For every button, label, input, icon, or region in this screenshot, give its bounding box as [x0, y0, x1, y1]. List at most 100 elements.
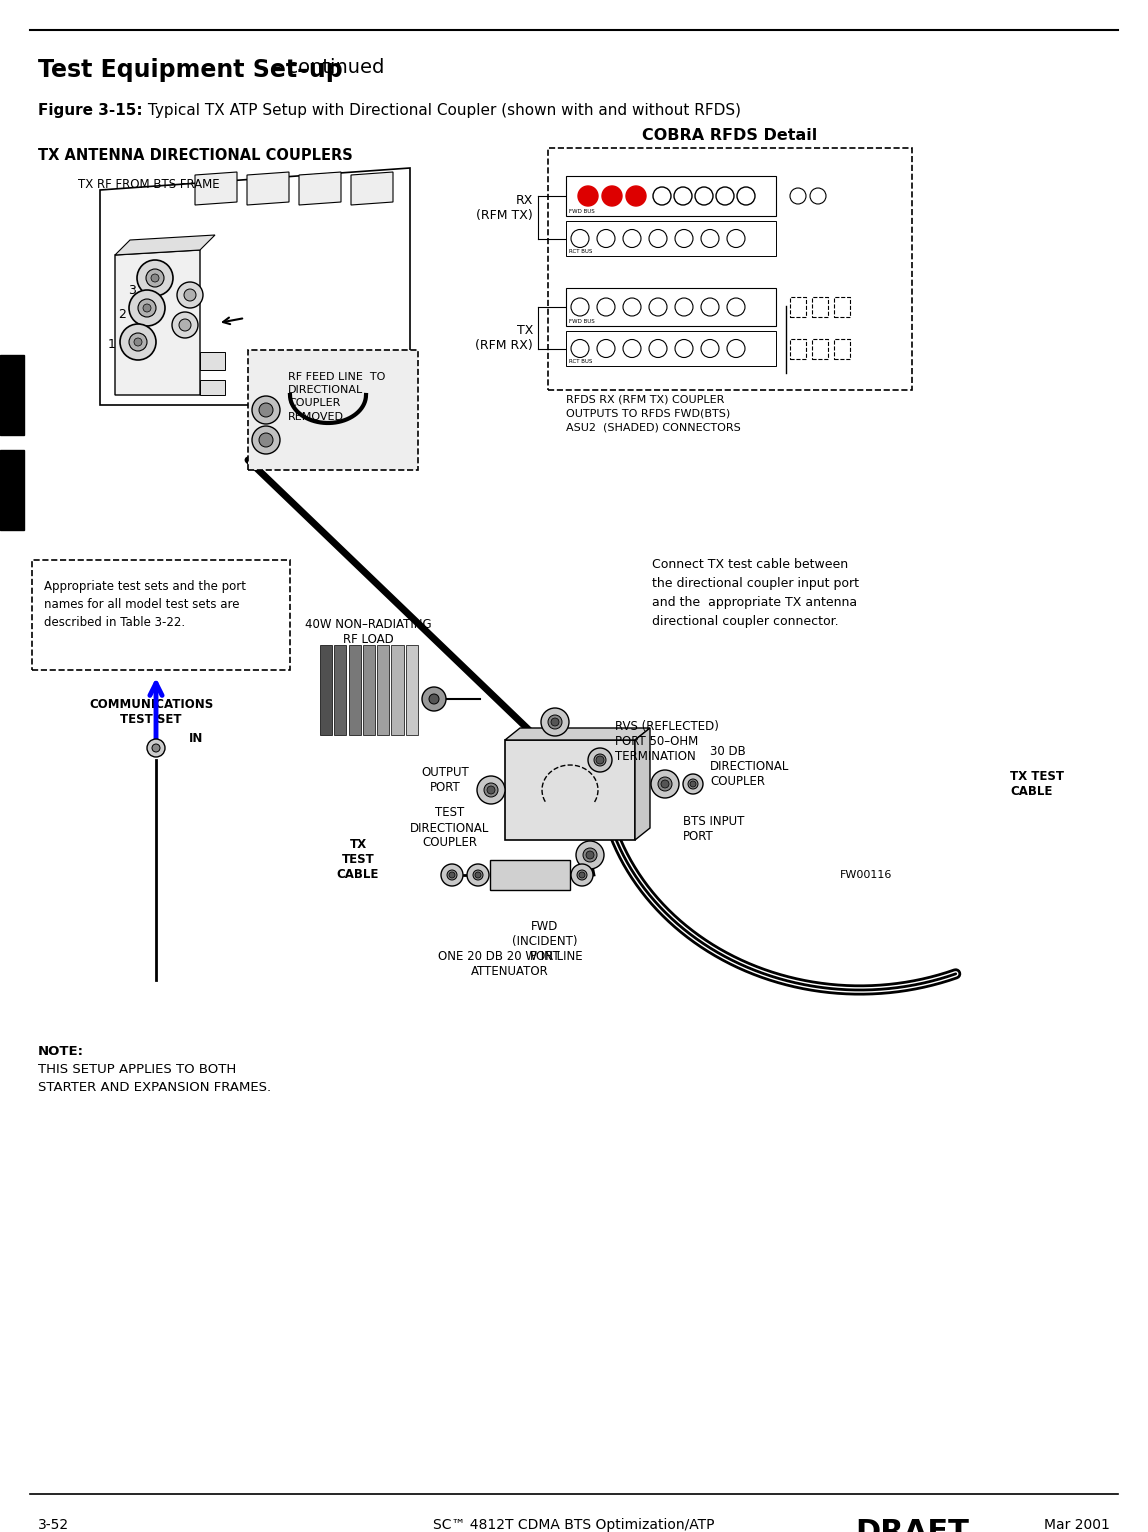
Circle shape: [487, 786, 495, 794]
Text: Figure 3-15:: Figure 3-15:: [38, 103, 142, 118]
Circle shape: [577, 185, 598, 205]
Text: – continued: – continued: [265, 58, 385, 77]
Bar: [566, 221, 776, 256]
Circle shape: [551, 719, 559, 726]
Circle shape: [579, 872, 585, 878]
Text: ONE 20 DB 20 W IN LINE
ATTENUATOR: ONE 20 DB 20 W IN LINE ATTENUATOR: [437, 950, 582, 977]
Circle shape: [441, 864, 463, 885]
Circle shape: [577, 870, 587, 879]
Text: TX TEST
CABLE: TX TEST CABLE: [1010, 771, 1064, 798]
Text: DRAFT: DRAFT: [855, 1518, 969, 1532]
Text: TX
TEST
CABLE: TX TEST CABLE: [336, 838, 379, 881]
Circle shape: [253, 395, 280, 424]
Circle shape: [690, 781, 696, 787]
Bar: [405, 645, 418, 735]
Text: Appropriate test sets and the port
names for all model test sets are
described i: Appropriate test sets and the port names…: [44, 581, 246, 630]
Text: COMMUNICATIONS
TEST SET: COMMUNICATIONS TEST SET: [88, 699, 214, 726]
Text: RX
(RFM TX): RX (RFM TX): [476, 195, 533, 222]
Text: TX RF FROM BTS FRAME: TX RF FROM BTS FRAME: [78, 178, 219, 192]
Bar: [812, 297, 828, 317]
Bar: [790, 339, 806, 358]
Circle shape: [478, 777, 505, 804]
Polygon shape: [351, 172, 393, 205]
Circle shape: [129, 290, 165, 326]
Bar: [812, 339, 828, 358]
Circle shape: [683, 774, 703, 794]
Circle shape: [259, 403, 273, 417]
Text: RF FEED LINE  TO
DIRECTIONAL
COUPLER
REMOVED: RF FEED LINE TO DIRECTIONAL COUPLER REMO…: [288, 372, 386, 421]
Text: TEST
DIRECTIONAL
COUPLER: TEST DIRECTIONAL COUPLER: [410, 806, 490, 850]
Circle shape: [138, 299, 156, 317]
Circle shape: [184, 290, 196, 300]
Circle shape: [688, 778, 698, 789]
Circle shape: [594, 754, 606, 766]
Text: FWD
(INCIDENT)
PORT: FWD (INCIDENT) PORT: [512, 921, 577, 964]
Text: 3: 3: [6, 450, 18, 469]
Polygon shape: [298, 172, 341, 205]
Circle shape: [137, 260, 173, 296]
Circle shape: [447, 870, 457, 879]
Bar: [391, 645, 404, 735]
Bar: [833, 339, 850, 358]
Text: THIS SETUP APPLIES TO BOTH
STARTER AND EXPANSION FRAMES.: THIS SETUP APPLIES TO BOTH STARTER AND E…: [38, 1063, 271, 1094]
Text: RFDS RX (RFM TX) COUPLER
OUTPUTS TO RFDS FWD(BTS)
ASU2  (SHADED) CONNECTORS: RFDS RX (RFM TX) COUPLER OUTPUTS TO RFDS…: [566, 395, 740, 434]
Circle shape: [129, 332, 147, 351]
Text: 30 DB
DIRECTIONAL
COUPLER: 30 DB DIRECTIONAL COUPLER: [709, 745, 790, 787]
Polygon shape: [505, 740, 635, 840]
Text: Connect TX test cable between
the directional coupler input port
and the  approp: Connect TX test cable between the direct…: [652, 558, 859, 628]
Circle shape: [602, 185, 622, 205]
Circle shape: [449, 872, 455, 878]
Polygon shape: [115, 250, 200, 395]
Circle shape: [596, 755, 604, 764]
Bar: [200, 352, 225, 371]
Circle shape: [475, 872, 481, 878]
Bar: [320, 645, 332, 735]
Circle shape: [152, 274, 160, 282]
Circle shape: [179, 319, 191, 331]
Bar: [200, 380, 225, 395]
Circle shape: [571, 864, 594, 885]
Text: SC™ 4812T CDMA BTS Optimization/ATP: SC™ 4812T CDMA BTS Optimization/ATP: [433, 1518, 715, 1532]
Text: FWD BUS: FWD BUS: [569, 208, 595, 214]
Polygon shape: [100, 169, 410, 404]
Circle shape: [147, 738, 165, 757]
Circle shape: [422, 686, 447, 711]
Text: RCT BUS: RCT BUS: [569, 358, 592, 365]
Polygon shape: [195, 172, 236, 205]
Polygon shape: [115, 234, 215, 254]
Circle shape: [473, 870, 483, 879]
Text: TX ANTENNA DIRECTIONAL COUPLERS: TX ANTENNA DIRECTIONAL COUPLERS: [38, 149, 352, 162]
FancyBboxPatch shape: [548, 149, 912, 391]
Circle shape: [259, 434, 273, 447]
Circle shape: [626, 185, 646, 205]
Circle shape: [144, 303, 152, 313]
Circle shape: [134, 339, 142, 346]
Circle shape: [651, 771, 678, 798]
Text: NOTE:: NOTE:: [38, 1045, 84, 1059]
Circle shape: [253, 426, 280, 453]
Bar: [0, 355, 24, 435]
Polygon shape: [505, 728, 650, 740]
Text: Mar 2001: Mar 2001: [1045, 1518, 1110, 1532]
Bar: [790, 297, 806, 317]
Text: FWD BUS: FWD BUS: [569, 319, 595, 323]
Bar: [566, 288, 776, 326]
Text: Typical TX ATP Setup with Directional Coupler (shown with and without RFDS): Typical TX ATP Setup with Directional Co…: [144, 103, 740, 118]
Circle shape: [467, 864, 489, 885]
Bar: [490, 859, 571, 890]
Text: 3: 3: [129, 283, 135, 297]
Circle shape: [585, 850, 594, 859]
Text: RCT BUS: RCT BUS: [569, 250, 592, 254]
Text: 3-52: 3-52: [38, 1518, 69, 1532]
Text: BTS INPUT
PORT: BTS INPUT PORT: [683, 815, 744, 843]
Circle shape: [658, 777, 672, 791]
Bar: [334, 645, 347, 735]
Text: IN: IN: [189, 732, 203, 745]
Circle shape: [121, 323, 156, 360]
Circle shape: [661, 780, 669, 787]
Circle shape: [576, 841, 604, 869]
Circle shape: [541, 708, 569, 735]
Text: TX
(RFM RX): TX (RFM RX): [475, 323, 533, 352]
Circle shape: [588, 748, 612, 772]
Polygon shape: [635, 728, 650, 840]
